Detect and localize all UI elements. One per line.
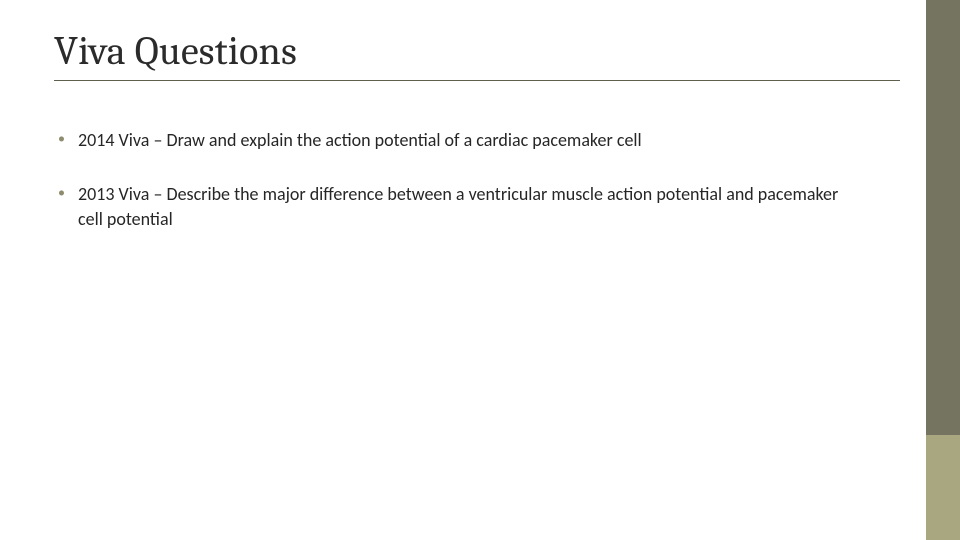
- sidebar-bottom-block: [926, 435, 960, 540]
- bullet-icon: •: [58, 128, 74, 150]
- list-item: • 2014 Viva – Draw and explain the actio…: [58, 128, 858, 152]
- slide-title: Viva Questions: [54, 28, 900, 74]
- slide: Viva Questions • 2014 Viva – Draw and ex…: [0, 0, 960, 540]
- title-underline: [54, 80, 900, 81]
- bullet-text: 2013 Viva – Describe the major differenc…: [78, 182, 858, 231]
- list-item: • 2013 Viva – Describe the major differe…: [58, 182, 858, 231]
- bullet-text: 2014 Viva – Draw and explain the action …: [78, 128, 858, 152]
- title-area: Viva Questions: [54, 28, 900, 81]
- sidebar-top-block: [926, 0, 960, 435]
- bullet-icon: •: [58, 182, 74, 204]
- sidebar-accent: [926, 0, 960, 540]
- content-area: • 2014 Viva – Draw and explain the actio…: [58, 128, 858, 261]
